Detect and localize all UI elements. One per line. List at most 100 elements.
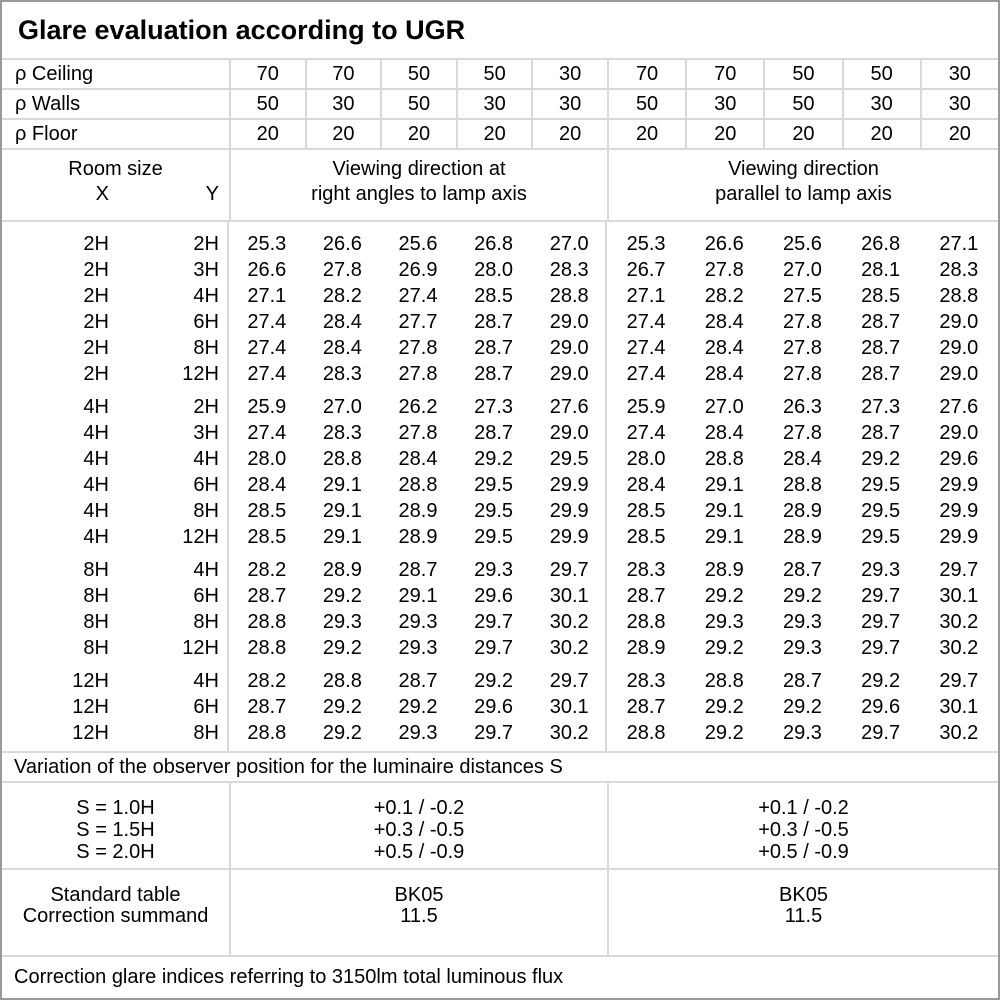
reflectance-value: 20 [919, 120, 998, 148]
ugr-value: 29.5 [861, 474, 901, 496]
reflectance-value: 70 [229, 60, 305, 88]
room-size-cell: 4H 4H [2, 446, 229, 472]
ugr-value: 27.0 [782, 259, 822, 281]
ugr-value: 29.6 [474, 696, 514, 718]
room-y-value: 4H [193, 559, 219, 581]
footer-note-row: Correction glare indices referring to 31… [2, 957, 998, 998]
ugr-value: 29.1 [704, 526, 744, 548]
ugr-value: 29.3 [782, 611, 822, 633]
room-x-value: 8H [83, 559, 109, 581]
ugr-value: 29.5 [549, 448, 589, 470]
standard-table-label: Standard table [50, 884, 181, 906]
ugr-value: 30.1 [939, 696, 979, 718]
ugr-table: 2H 2H 25.3 26.6 25.6 26.8 27.0 25.3 26.6 25.6 26.8… [2, 222, 998, 753]
ugr-value: 26.2 [398, 396, 438, 418]
ugr-value: 28.3 [322, 363, 362, 385]
room-x-value: 8H [83, 637, 109, 659]
table-row: 4H 12H 28.5 29.1 28.9 29.5 29.9 28.5 29.1 28.9 29.… [2, 524, 998, 550]
ugr-value: 28.3 [322, 422, 362, 444]
room-size-cell: 12H 4H [2, 668, 229, 694]
ugr-value: 25.9 [247, 396, 287, 418]
room-y-value: 4H [193, 285, 219, 307]
ugr-value: 29.3 [782, 637, 822, 659]
ugr-value: 29.7 [549, 559, 589, 581]
room-x-value: 4H [83, 448, 109, 470]
x-column-header: X [95, 183, 109, 205]
reflectance-value: 50 [763, 90, 841, 118]
ugr-value: 28.2 [247, 559, 287, 581]
ugr-table-rows: 2H 2H 25.3 26.6 25.6 26.8 27.0 25.3 26.6 25.6 26.8… [2, 231, 998, 746]
ugr-value: 29.5 [474, 526, 514, 548]
correction-summand-value: 11.5 [784, 905, 823, 927]
room-y-value: 12H [182, 363, 219, 385]
room-size-cell: 8H 8H [2, 609, 229, 635]
ugr-value: 30.1 [939, 585, 979, 607]
ugr-value: 29.7 [861, 637, 901, 659]
spacing-value: +0.1 / -0.2 [758, 797, 849, 819]
ugr-value: 28.8 [626, 611, 666, 633]
ugr-value: 27.8 [398, 363, 438, 385]
ugr-value: 26.8 [861, 233, 901, 255]
ugr-value: 28.7 [626, 585, 666, 607]
room-y-value: 3H [193, 422, 219, 444]
room-y-value: 6H [193, 311, 219, 333]
ugr-row-group: 8H 4H 28.2 28.9 28.7 29.3 29.7 28.3 28.9 28.7 29.3… [2, 557, 998, 661]
ugr-value: 29.2 [704, 637, 744, 659]
ugr-value: 28.9 [322, 559, 362, 581]
ugr-value: 27.4 [247, 422, 287, 444]
ugr-value: 29.2 [704, 696, 744, 718]
parallel-group-header: Viewing direction parallel to lamp axis [607, 150, 998, 220]
table-row: 12H 6H 28.7 29.2 29.2 29.6 30.1 28.7 29.2 29.2 29.… [2, 694, 998, 720]
correction-summand-value: 11.5 [400, 905, 438, 927]
table-header-row: Room size X Y Viewing direction at right… [2, 150, 998, 222]
ugr-value: 27.0 [322, 396, 362, 418]
ugr-value: 28.4 [398, 448, 438, 470]
ugr-value: 29.9 [549, 474, 589, 496]
standard-right-angles-values: BK05 11.5 [229, 870, 607, 955]
ugr-value: 29.0 [549, 422, 589, 444]
reflectance-value: 30 [304, 90, 381, 118]
reflectance-value: 30 [841, 90, 920, 118]
room-y-value: 8H [193, 611, 219, 633]
room-size-label: Room size [68, 158, 163, 180]
ugr-value: 28.5 [626, 526, 666, 548]
room-size-cell: 2H 8H [2, 335, 229, 361]
ugr-row-group: 2H 2H 25.3 26.6 25.6 26.8 27.0 25.3 26.6 25.6 26.8… [2, 231, 998, 387]
ugr-value: 28.5 [861, 285, 901, 307]
ugr-value: 28.5 [247, 526, 287, 548]
ugr-value: 28.8 [398, 474, 438, 496]
ugr-value: 27.1 [247, 285, 287, 307]
ugr-value: 28.4 [322, 311, 362, 333]
room-y-value: 2H [193, 233, 219, 255]
ugr-value: 29.7 [474, 611, 514, 633]
ugr-value: 28.0 [474, 259, 514, 281]
ugr-value: 26.7 [626, 259, 666, 281]
ugr-value: 30.2 [549, 611, 589, 633]
spacing-value: +0.5 / -0.9 [758, 841, 849, 863]
ugr-value: 30.2 [549, 637, 589, 659]
ugr-value: 26.6 [704, 233, 744, 255]
ugr-value: 25.3 [626, 233, 666, 255]
ugr-value: 27.0 [704, 396, 744, 418]
ugr-value: 29.2 [474, 670, 514, 692]
ugr-value: 30.2 [939, 722, 979, 744]
room-y-value: 2H [193, 396, 219, 418]
ugr-value: 27.4 [626, 363, 666, 385]
ugr-value: 29.2 [704, 722, 744, 744]
ugr-value: 29.3 [398, 611, 438, 633]
ugr-value: 30.2 [939, 637, 979, 659]
room-size-cell: 2H 6H [2, 309, 229, 335]
room-x-value: 4H [83, 396, 109, 418]
ugr-value: 28.9 [782, 526, 822, 548]
spacing-section: S = 1.0H S = 1.5H S = 2.0H +0.1 / -0.2 +0.3… [2, 783, 998, 870]
reflectance-value: 50 [763, 60, 841, 88]
ugr-value: 28.8 [704, 448, 744, 470]
room-x-value: 2H [83, 259, 109, 281]
table-row: 12H 4H 28.2 28.8 28.7 29.2 29.7 28.3 28.8 28.7 29.… [2, 668, 998, 694]
ugr-value: 28.9 [782, 500, 822, 522]
right-angles-group-header: Viewing direction at right angles to lam… [229, 150, 607, 220]
standard-table-value: BK05 [779, 884, 828, 906]
room-x-value: 8H [83, 585, 109, 607]
reflectance-value: 30 [531, 60, 607, 88]
ugr-value: 30.1 [549, 585, 589, 607]
